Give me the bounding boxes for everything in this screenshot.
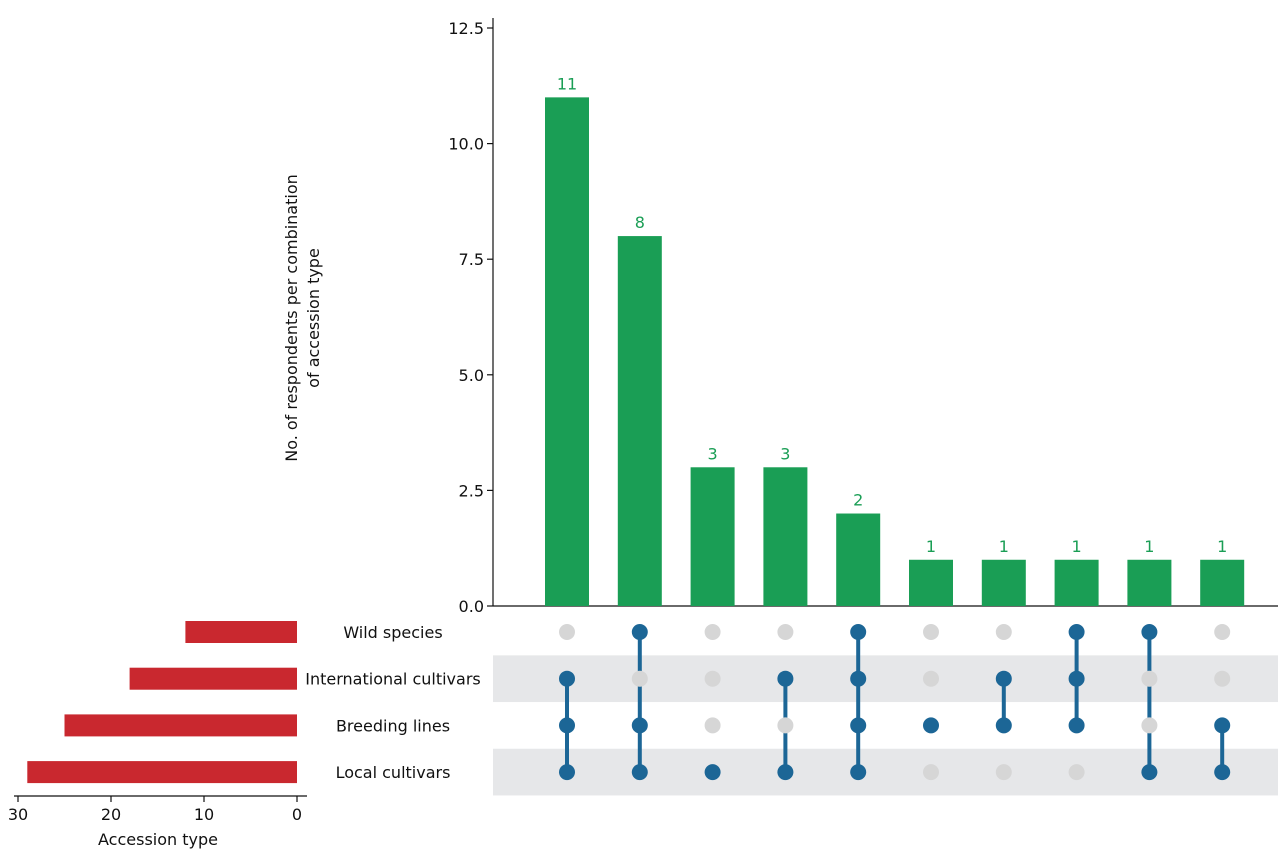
membership-dot-inactive [704, 624, 721, 640]
membership-dot-inactive [631, 670, 648, 687]
intersection-bar-label: 2 [853, 491, 863, 510]
membership-dot-active [995, 670, 1012, 687]
set-label: Wild species [343, 623, 442, 642]
membership-dot-active [1141, 624, 1158, 640]
intersection-ylabel-line-2: of accession type [304, 248, 323, 388]
intersection-bar [1200, 559, 1245, 606]
intersection-bar [617, 236, 662, 606]
membership-dot-inactive [995, 624, 1012, 640]
intersection-bar [1127, 559, 1172, 606]
set-size-tick-label: 30 [8, 805, 28, 824]
y-tick-label: 0.0 [459, 597, 484, 616]
membership-dot-inactive [559, 624, 575, 640]
intersection-bar-label: 1 [1217, 537, 1227, 556]
intersection-bar [981, 559, 1026, 606]
membership-dot-active [559, 764, 575, 781]
set-size-tick-label: 10 [194, 805, 214, 824]
membership-dot-active [995, 717, 1012, 734]
set-label: International cultivars [305, 670, 481, 689]
set-size-tick-label: 0 [292, 805, 302, 824]
membership-dot-active [1214, 717, 1231, 734]
intersection-bar-label: 1 [1144, 537, 1154, 556]
y-tick-label: 7.5 [459, 250, 484, 269]
membership-dot-active [850, 764, 867, 781]
intersection-bar [690, 467, 735, 606]
membership-dot-inactive [1214, 670, 1231, 687]
intersection-bar-label: 3 [708, 444, 718, 463]
membership-dot-inactive [704, 717, 721, 734]
membership-dot-inactive [923, 670, 939, 687]
intersection-bar-label: 11 [557, 74, 577, 93]
set-size-tick-label: 20 [101, 805, 121, 824]
row-shades [493, 655, 1278, 796]
intersection-bar [1054, 559, 1099, 606]
membership-dot-active [1141, 764, 1158, 781]
intersection-bar [763, 467, 808, 606]
membership-dot-inactive [1141, 717, 1158, 734]
set-labels: Wild species International cultivars Breed… [305, 623, 481, 782]
membership-dot-inactive [704, 670, 721, 687]
row-shade [493, 748, 1278, 796]
membership-dot-active [777, 764, 794, 781]
intersection-bar [909, 559, 953, 606]
intersection-bar [836, 513, 881, 606]
membership-dot-inactive [995, 764, 1012, 781]
membership-dot-inactive [1141, 670, 1158, 687]
set-label: Breeding lines [336, 716, 450, 735]
intersection-bar-label: 1 [999, 537, 1009, 556]
membership-dot-active [631, 764, 648, 781]
membership-dot-active [777, 670, 794, 687]
membership-dot-active [923, 717, 939, 734]
y-tick-label: 10.0 [448, 135, 484, 154]
intersection-bar-label: 3 [780, 444, 790, 463]
membership-dot-active [559, 670, 575, 687]
membership-dot-active [559, 717, 575, 734]
set-size-bar [129, 667, 297, 690]
intersection-bar-label: 1 [926, 537, 936, 556]
set-size-bar [185, 621, 297, 643]
membership-dot-active [850, 670, 867, 687]
membership-dot-active [631, 624, 648, 640]
set-size-x-axis: 30 20 10 0 [8, 795, 307, 824]
membership-dot-active [631, 717, 648, 734]
set-label: Local cultivars [336, 763, 451, 782]
membership-dot-inactive [777, 624, 794, 640]
membership-dot-active [850, 717, 867, 734]
membership-dot-inactive [923, 764, 939, 781]
membership-dot-inactive [777, 717, 794, 734]
set-size-bar [27, 761, 298, 784]
membership-dot-active [850, 624, 867, 640]
membership-dot-inactive [923, 624, 939, 640]
intersection-bar [545, 97, 589, 607]
membership-dot-active [1068, 717, 1085, 734]
set-size-xlabel: Accession type [98, 830, 218, 849]
membership-dot-active [704, 764, 721, 781]
membership-dot-active [1068, 624, 1085, 640]
row-shade [493, 655, 1278, 703]
membership-matrix [559, 624, 1231, 781]
y-tick-label: 2.5 [459, 481, 484, 500]
set-size-bar [64, 714, 297, 737]
intersection-bar-label: 1 [1072, 537, 1082, 556]
membership-dot-active [1068, 670, 1085, 687]
membership-dot-inactive [1214, 624, 1231, 640]
intersection-bar-label: 8 [635, 213, 645, 232]
y-tick-label: 12.5 [448, 19, 484, 38]
intersection-ylabel-line-1: No. of respondents per combination [282, 174, 301, 462]
intersection-bars [545, 97, 1245, 607]
membership-dot-active [1214, 764, 1231, 781]
y-tick-label: 5.0 [459, 366, 484, 385]
set-size-bars [27, 621, 298, 784]
membership-dot-inactive [1068, 764, 1085, 781]
